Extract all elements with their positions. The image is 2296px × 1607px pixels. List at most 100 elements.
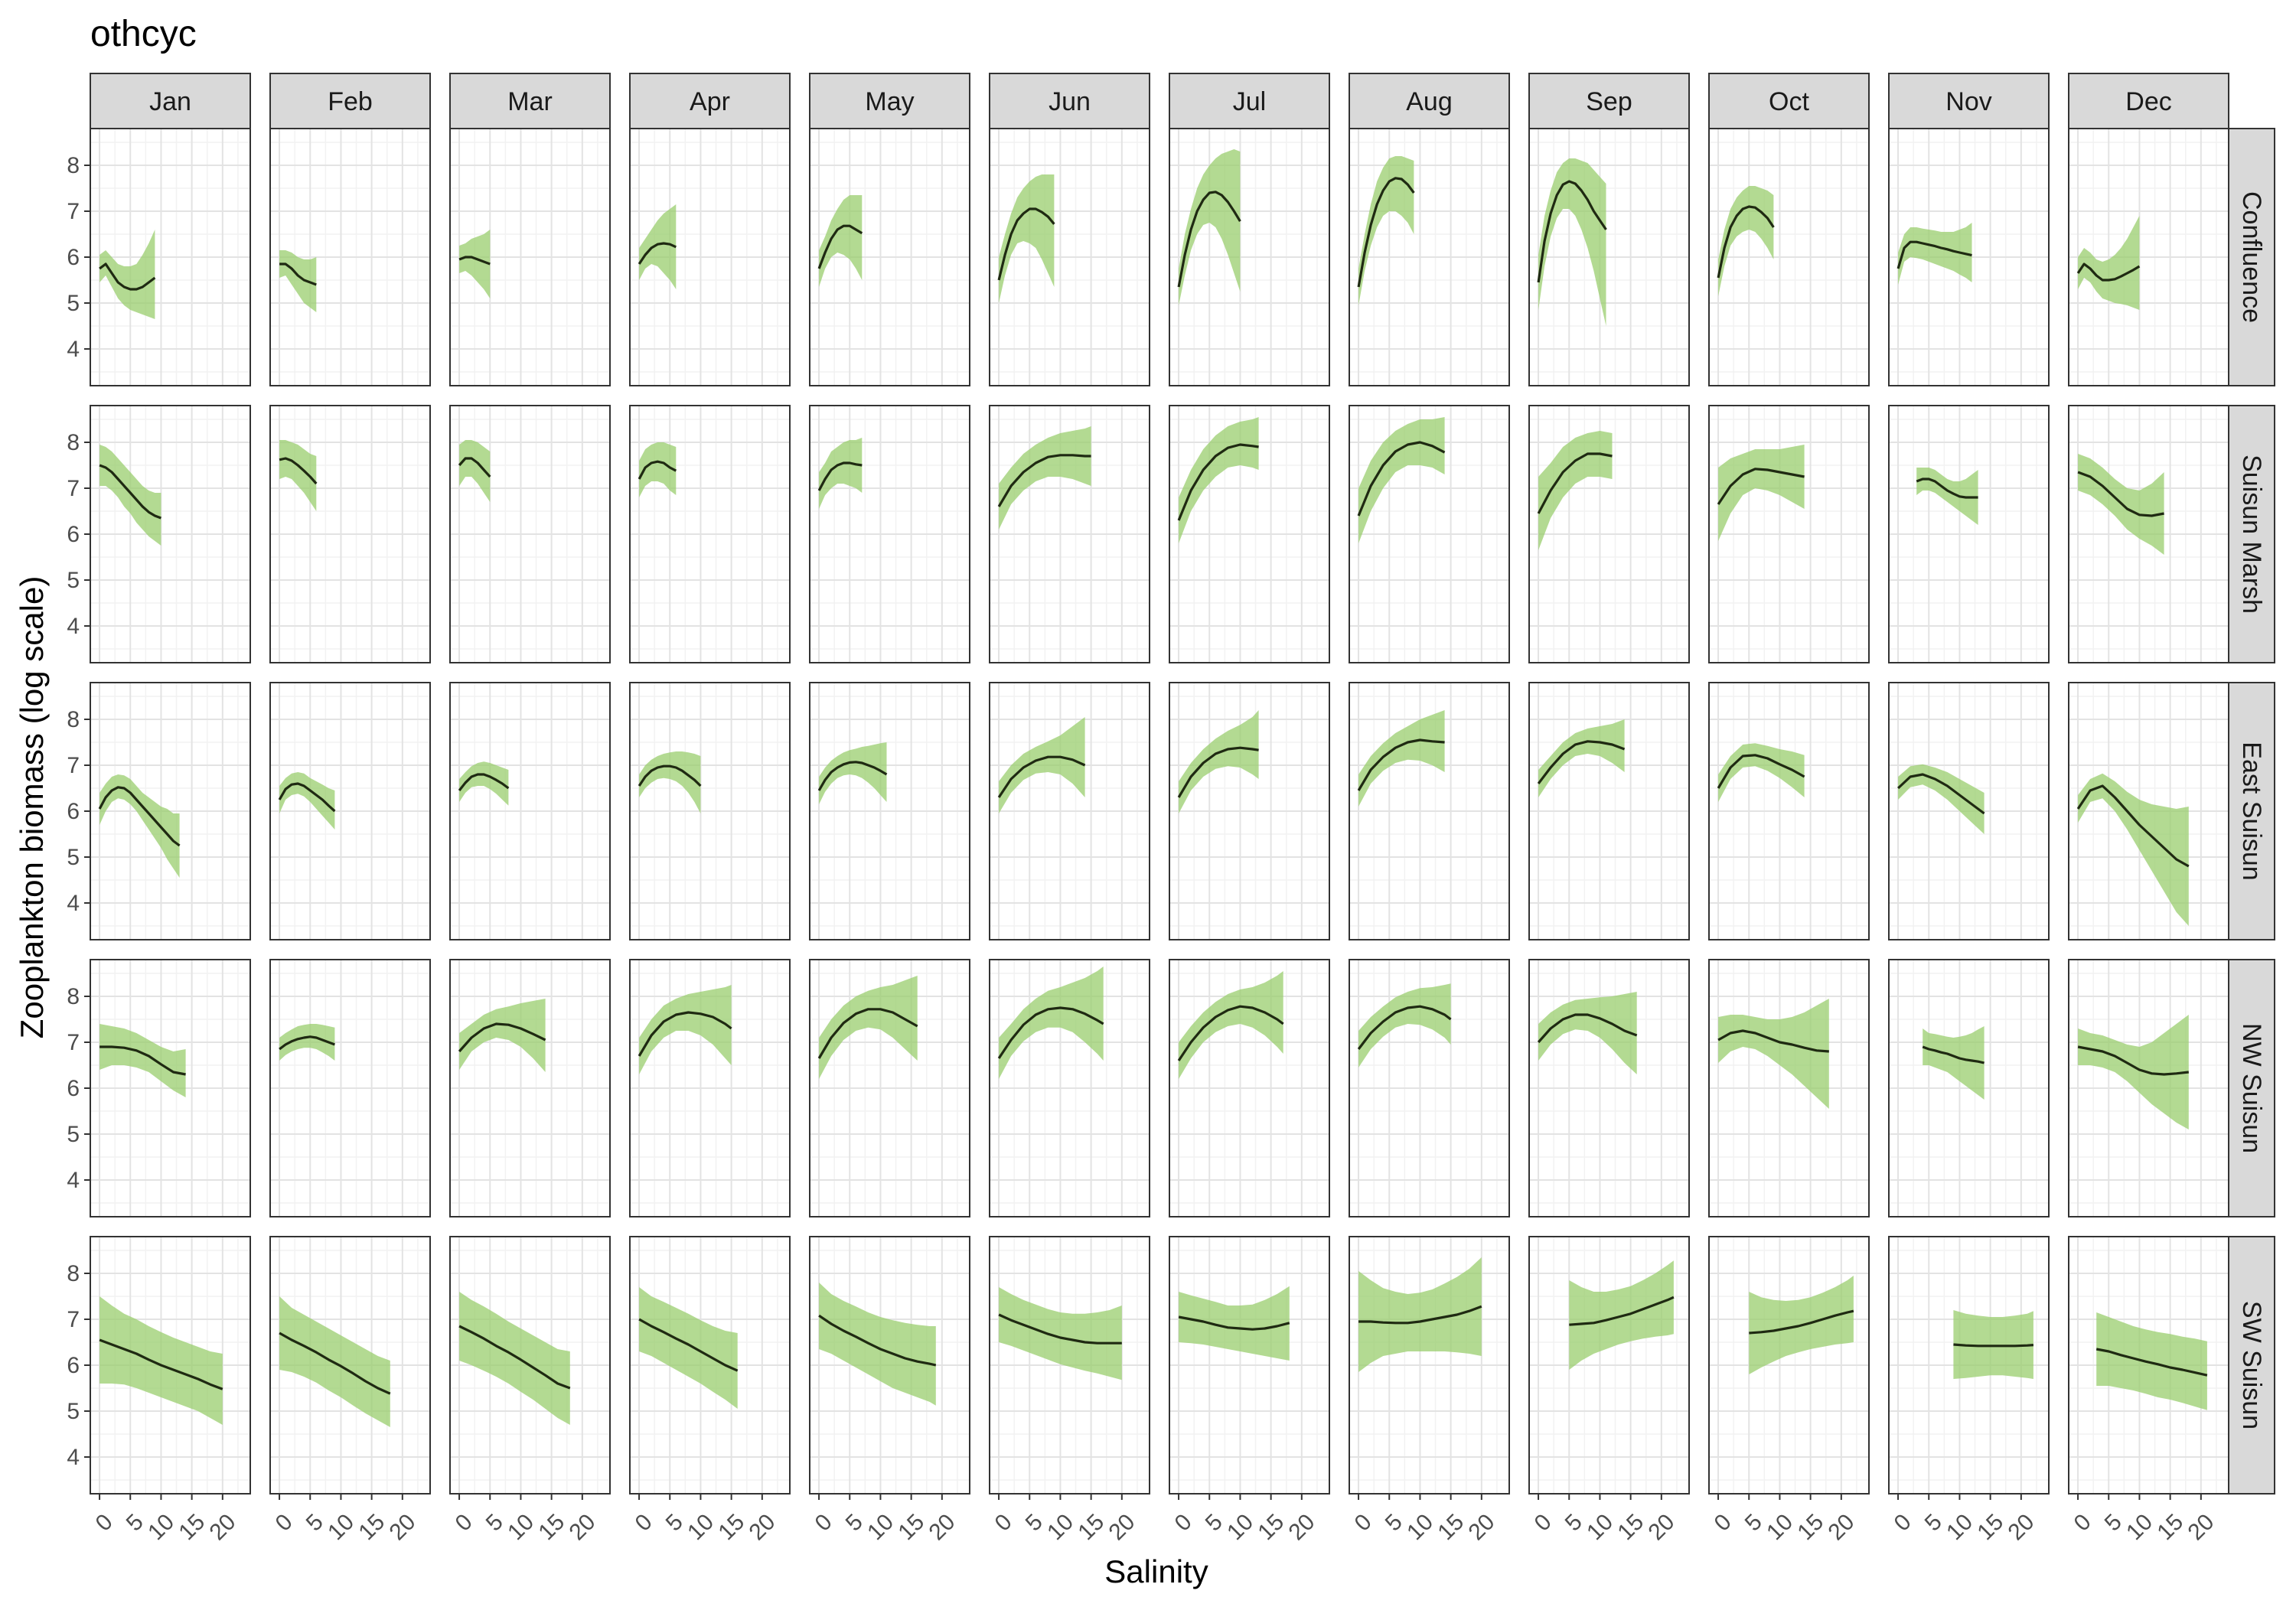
x-tick-label: 0 (631, 1509, 657, 1536)
confidence-band (639, 442, 677, 497)
y-tick-label: 8 (67, 984, 80, 1009)
y-tick-label: 5 (67, 1122, 80, 1147)
fitted-line (458, 457, 491, 478)
month-strip-label: Aug (1406, 87, 1453, 116)
facet-panel (1888, 959, 2050, 1217)
fitted-line (2076, 262, 2141, 282)
facet-panel (449, 128, 611, 386)
y-tick-label: 6 (67, 1353, 80, 1378)
fitted-line (99, 1045, 186, 1076)
confidence-band (99, 230, 155, 319)
fitted-line (1569, 1296, 1675, 1326)
x-tick-label: 5 (302, 1509, 328, 1536)
facet-panel (989, 959, 1150, 1217)
panel-border (2068, 405, 2229, 663)
confidence-band (639, 751, 701, 813)
x-tick-label: 5 (481, 1509, 508, 1536)
confidence-band (1358, 1257, 1482, 1372)
x-tick-label: 5 (2100, 1509, 2127, 1536)
y-tick-label: 7 (67, 476, 80, 501)
y-tick-label: 6 (67, 1076, 80, 1101)
fitted-line (1897, 773, 1985, 815)
facet-panel (629, 682, 791, 940)
facet-panel (1169, 405, 1330, 663)
facet-panel (1708, 959, 1870, 1217)
x-tick-label: 5 (1561, 1509, 1587, 1536)
month-strip (989, 73, 1150, 129)
facet-panel (1708, 1236, 1870, 1495)
facet-panel (809, 959, 970, 1217)
month-strip-label: Jul (1233, 87, 1266, 116)
facet-panel (629, 405, 791, 663)
fitted-line (1537, 180, 1607, 283)
facet-panel (1888, 405, 2050, 663)
y-tick-label: 5 (67, 1399, 80, 1424)
facet-panel (269, 1236, 431, 1495)
fitted-line (99, 464, 161, 520)
panel-border (1528, 682, 1690, 940)
panel-border (809, 405, 970, 663)
fitted-line (2076, 784, 2190, 868)
panel-border (1528, 128, 1690, 386)
panel-border (2068, 682, 2229, 940)
panel-border (809, 1236, 970, 1495)
facet-panel (629, 128, 791, 386)
fitted-line (279, 1035, 335, 1051)
panel-border (1708, 959, 1870, 1217)
fitted-line (279, 457, 318, 485)
panel-border (1528, 1236, 1690, 1495)
facet-panel (1888, 128, 2050, 386)
confidence-band (999, 174, 1055, 303)
facet-panel (1528, 128, 1690, 386)
fitted-line (638, 242, 677, 265)
panel-border (629, 405, 791, 663)
confidence-band (639, 1287, 738, 1409)
x-tick-label: 20 (2183, 1509, 2219, 1545)
panel-border (1349, 405, 1510, 663)
fitted-line (1717, 1029, 1829, 1053)
confidence-band (1358, 983, 1451, 1068)
panel-border (2068, 128, 2229, 386)
panel-border (449, 128, 611, 386)
x-tick-label: 5 (661, 1509, 688, 1536)
fitted-line (817, 761, 888, 791)
confidence-band (1179, 710, 1259, 813)
confidence-band (999, 966, 1104, 1079)
panel-border (1349, 959, 1510, 1217)
x-tick-label: 0 (1170, 1509, 1197, 1536)
confidence-band (2078, 773, 2189, 926)
panel-border (989, 128, 1150, 386)
panel-border (1169, 682, 1330, 940)
month-strip (269, 73, 431, 129)
x-tick-label: 0 (91, 1509, 118, 1536)
y-tick-label: 7 (67, 1307, 80, 1332)
panel-border (1169, 959, 1330, 1217)
fitted-line (1358, 1305, 1482, 1325)
x-tick-label: 5 (841, 1509, 868, 1536)
facet-panel (1169, 959, 1330, 1217)
facet-panel (90, 682, 251, 940)
fitted-line (1177, 191, 1241, 288)
confidence-band (999, 717, 1085, 813)
facet-panel (1888, 682, 2050, 940)
fitted-line (638, 1318, 739, 1372)
panel-border (2068, 959, 2229, 1217)
facet-panel (1528, 405, 1690, 663)
confidence-band (2078, 216, 2140, 310)
x-tick-label: 0 (1350, 1509, 1377, 1536)
x-tick-label: 0 (1710, 1509, 1737, 1536)
confidence-band (1179, 1286, 1290, 1361)
x-tick-label: 0 (451, 1509, 478, 1536)
panel-border (1888, 405, 2050, 663)
panel-border (269, 682, 431, 940)
fitted-line (1717, 468, 1805, 505)
confidence-band (1538, 992, 1637, 1074)
fitted-line (1896, 240, 1972, 269)
fitted-line (99, 262, 156, 291)
facet-panel (449, 405, 611, 663)
facet-panel (1708, 682, 1870, 940)
confidence-band (2078, 1015, 2189, 1129)
facet-panel (629, 959, 791, 1217)
fitted-line (279, 1332, 391, 1395)
region-strip (2228, 405, 2275, 663)
